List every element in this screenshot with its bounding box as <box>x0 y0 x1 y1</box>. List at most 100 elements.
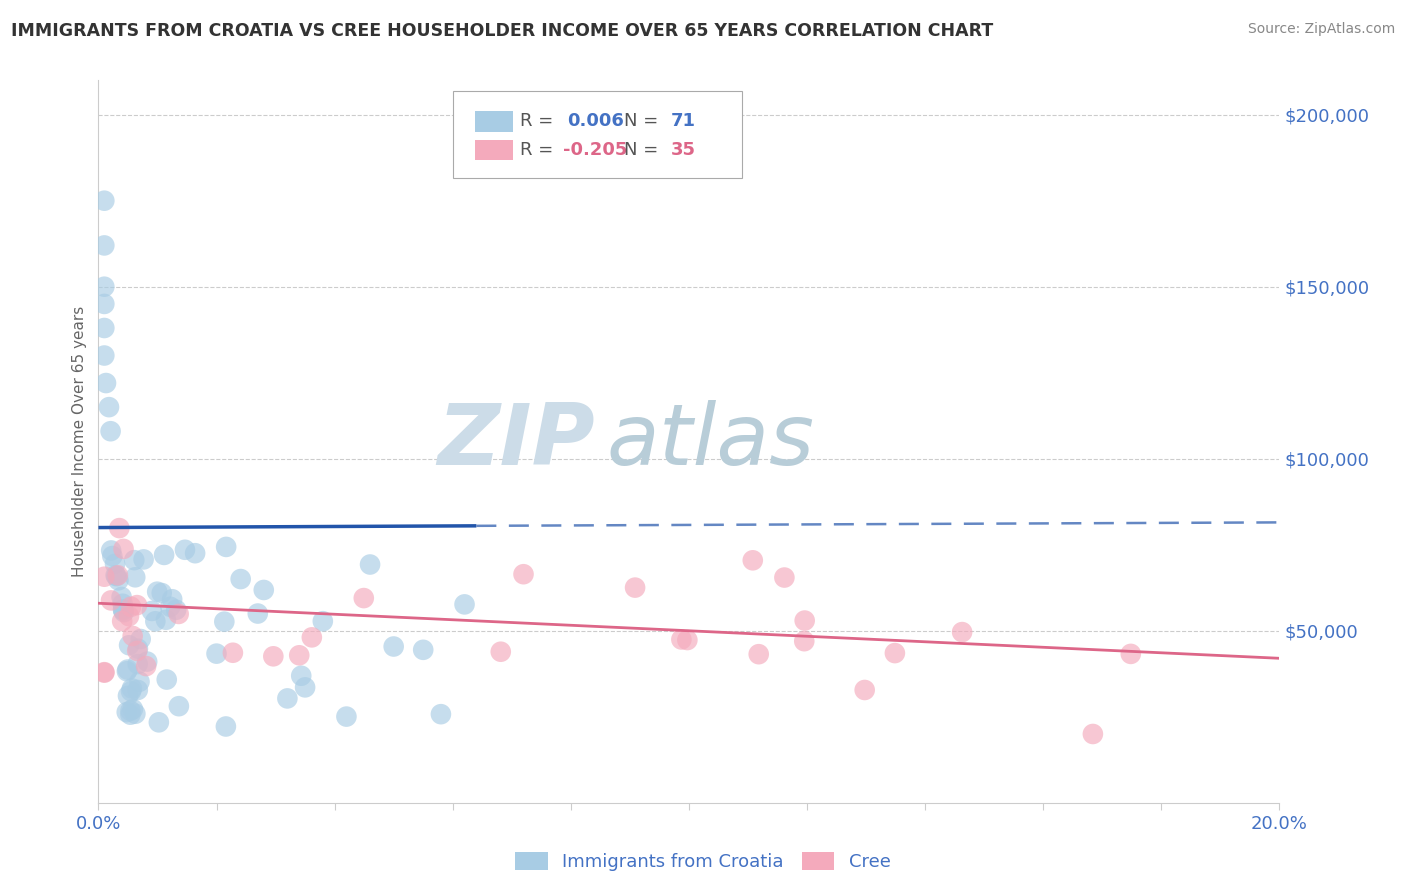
Point <box>312 614 335 628</box>
Point <box>146 584 169 599</box>
Point <box>93 665 115 680</box>
Point <box>290 669 312 683</box>
Point <box>110 590 132 604</box>
Point <box>883 646 905 660</box>
Point <box>115 665 138 679</box>
Point <box>167 607 190 621</box>
Point <box>93 665 115 680</box>
Point <box>124 570 146 584</box>
Text: 71: 71 <box>671 112 696 130</box>
Point <box>112 603 135 617</box>
Point <box>111 597 134 611</box>
Point <box>124 706 146 721</box>
Point <box>453 598 475 612</box>
Point <box>671 632 693 647</box>
Point <box>115 705 138 719</box>
Text: IMMIGRANTS FROM CROATIA VS CREE HOUSEHOLDER INCOME OVER 65 YEARS CORRELATION CHA: IMMIGRANTS FROM CROATIA VS CREE HOUSEHOL… <box>11 22 994 40</box>
Point <box>104 568 127 582</box>
Point <box>950 625 973 640</box>
Point <box>148 715 170 730</box>
Point <box>353 591 375 605</box>
Point <box>127 641 149 656</box>
Text: -0.205: -0.205 <box>562 141 627 160</box>
Point <box>741 553 763 567</box>
Point <box>143 615 166 629</box>
Point <box>773 570 796 584</box>
Point <box>120 684 142 698</box>
Point <box>121 629 143 643</box>
Point <box>122 702 145 716</box>
Point <box>160 592 183 607</box>
Point <box>412 642 434 657</box>
Point <box>676 633 699 648</box>
Point <box>93 349 115 363</box>
Point <box>155 613 177 627</box>
Point <box>793 614 815 628</box>
Point <box>205 647 228 661</box>
FancyBboxPatch shape <box>475 112 513 132</box>
FancyBboxPatch shape <box>453 91 742 178</box>
Point <box>118 609 141 624</box>
Point <box>93 297 115 311</box>
Point <box>1119 647 1142 661</box>
Point <box>104 557 127 571</box>
Point <box>359 558 381 572</box>
Point <box>129 632 152 646</box>
Text: 35: 35 <box>671 141 696 160</box>
Point <box>156 673 179 687</box>
FancyBboxPatch shape <box>475 140 513 161</box>
Point <box>93 279 115 293</box>
Point <box>215 719 238 733</box>
Point <box>128 674 150 689</box>
Point <box>853 683 876 698</box>
Point <box>382 640 405 654</box>
Text: 0.006: 0.006 <box>567 112 624 130</box>
Point <box>98 400 121 414</box>
Point <box>135 659 157 673</box>
Point <box>121 681 143 696</box>
Point <box>215 540 238 554</box>
Point <box>118 638 141 652</box>
Point <box>174 542 197 557</box>
Text: N =: N = <box>624 112 664 130</box>
Point <box>748 647 770 661</box>
Point <box>253 582 276 597</box>
Point <box>229 572 252 586</box>
Point <box>489 645 512 659</box>
Text: R =: R = <box>520 141 560 160</box>
Point <box>301 631 323 645</box>
Point <box>167 699 190 714</box>
Point <box>335 709 357 723</box>
Point <box>117 663 139 677</box>
Point <box>222 646 245 660</box>
Point <box>93 238 115 252</box>
Point <box>262 649 284 664</box>
Point <box>153 548 176 562</box>
Point <box>294 681 316 695</box>
Point <box>124 553 146 567</box>
Point <box>120 707 142 722</box>
Point <box>246 607 269 621</box>
Point <box>117 689 139 703</box>
Point <box>624 581 647 595</box>
Point <box>107 574 129 588</box>
Point <box>111 614 134 628</box>
Point <box>276 691 298 706</box>
Point <box>100 424 122 438</box>
Point <box>108 521 131 535</box>
Point <box>127 682 149 697</box>
Point <box>112 605 135 619</box>
Point <box>93 194 115 208</box>
Point <box>136 655 159 669</box>
Point <box>512 567 534 582</box>
Point <box>288 648 311 663</box>
Point <box>100 593 122 607</box>
Text: N =: N = <box>624 141 664 160</box>
Point <box>100 543 122 558</box>
Point <box>112 541 135 556</box>
Text: R =: R = <box>520 112 560 130</box>
Point <box>94 376 117 390</box>
Point <box>127 644 149 658</box>
Point <box>120 704 142 718</box>
Point <box>93 321 115 335</box>
